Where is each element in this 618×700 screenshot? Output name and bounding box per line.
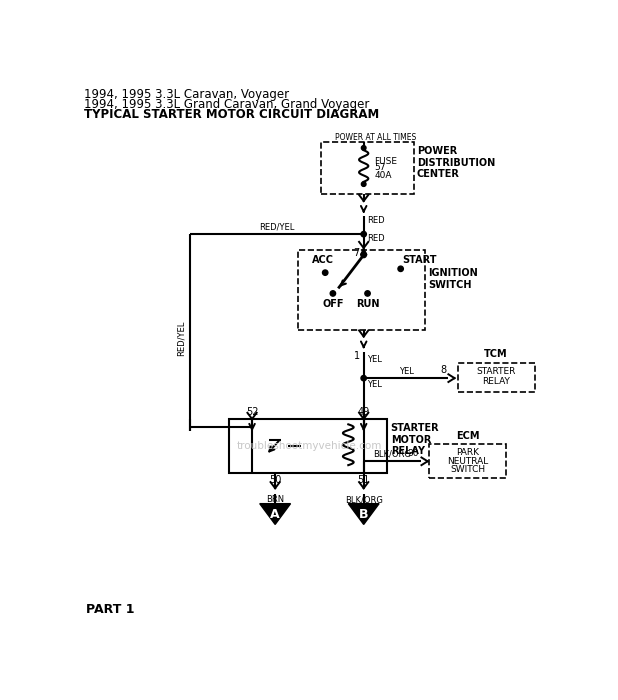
- Text: POWER AT ALL TIMES: POWER AT ALL TIMES: [334, 133, 416, 141]
- Text: 52: 52: [246, 407, 258, 416]
- Text: YEL: YEL: [366, 355, 382, 364]
- Text: B: B: [359, 508, 368, 521]
- Text: BLK/ORG: BLK/ORG: [345, 495, 383, 504]
- Text: START: START: [402, 255, 437, 265]
- Text: RUN: RUN: [356, 299, 379, 309]
- Text: STARTER: STARTER: [476, 368, 516, 377]
- Text: IGNITION
SWITCH: IGNITION SWITCH: [428, 268, 478, 290]
- Text: 40A: 40A: [375, 171, 392, 180]
- Text: BLK/ORG: BLK/ORG: [373, 449, 411, 459]
- Text: 1: 1: [353, 351, 360, 360]
- Text: 51: 51: [357, 475, 370, 485]
- Text: 1994, 1995 3.3L Caravan, Voyager: 1994, 1995 3.3L Caravan, Voyager: [84, 88, 289, 101]
- Text: YEL: YEL: [399, 367, 413, 376]
- FancyBboxPatch shape: [458, 363, 535, 392]
- Text: 57: 57: [375, 163, 386, 172]
- Circle shape: [361, 232, 366, 237]
- Text: YEL: YEL: [366, 380, 382, 389]
- Text: PART 1: PART 1: [87, 603, 135, 615]
- Text: RED: RED: [368, 216, 385, 225]
- Text: 49: 49: [358, 407, 370, 416]
- Circle shape: [362, 146, 366, 150]
- Text: ACC: ACC: [312, 255, 334, 265]
- Text: RED: RED: [368, 234, 385, 244]
- Text: PARK: PARK: [456, 448, 479, 457]
- Circle shape: [330, 290, 336, 296]
- Text: TCM: TCM: [485, 349, 508, 359]
- Text: 1994, 1995 3.3L Grand Caravan, Grand Voyager: 1994, 1995 3.3L Grand Caravan, Grand Voy…: [84, 98, 370, 111]
- Text: SWITCH: SWITCH: [450, 466, 485, 475]
- Text: RED/YEL: RED/YEL: [177, 321, 186, 356]
- Circle shape: [361, 252, 366, 258]
- Text: OFF: OFF: [322, 299, 344, 309]
- Text: 50: 50: [269, 475, 281, 485]
- Text: TYPICAL STARTER MOTOR CIRCUIT DIAGRAM: TYPICAL STARTER MOTOR CIRCUIT DIAGRAM: [84, 108, 379, 121]
- Text: A: A: [270, 508, 280, 521]
- Text: 8: 8: [441, 365, 447, 375]
- Text: ECM: ECM: [456, 431, 480, 441]
- Text: 30: 30: [407, 449, 418, 459]
- Circle shape: [398, 266, 404, 272]
- Text: FUSE: FUSE: [375, 157, 397, 165]
- Polygon shape: [349, 504, 379, 524]
- Polygon shape: [260, 504, 290, 524]
- FancyBboxPatch shape: [298, 250, 425, 330]
- Text: NEUTRAL: NEUTRAL: [447, 457, 488, 466]
- FancyBboxPatch shape: [321, 141, 413, 194]
- FancyBboxPatch shape: [429, 444, 506, 478]
- Text: RED/YEL: RED/YEL: [259, 223, 294, 232]
- Circle shape: [361, 375, 366, 381]
- Text: STARTER
MOTOR
RELAY: STARTER MOTOR RELAY: [391, 423, 439, 456]
- FancyBboxPatch shape: [229, 419, 387, 473]
- Text: RELAY: RELAY: [482, 377, 510, 386]
- Circle shape: [362, 182, 366, 186]
- Text: troubleshootmyvehicle.com: troubleshootmyvehicle.com: [237, 441, 383, 451]
- Text: BRN: BRN: [266, 495, 284, 504]
- Circle shape: [323, 270, 328, 275]
- Text: POWER
DISTRIBUTION
CENTER: POWER DISTRIBUTION CENTER: [417, 146, 495, 179]
- Circle shape: [365, 290, 370, 296]
- Text: 7: 7: [353, 248, 360, 258]
